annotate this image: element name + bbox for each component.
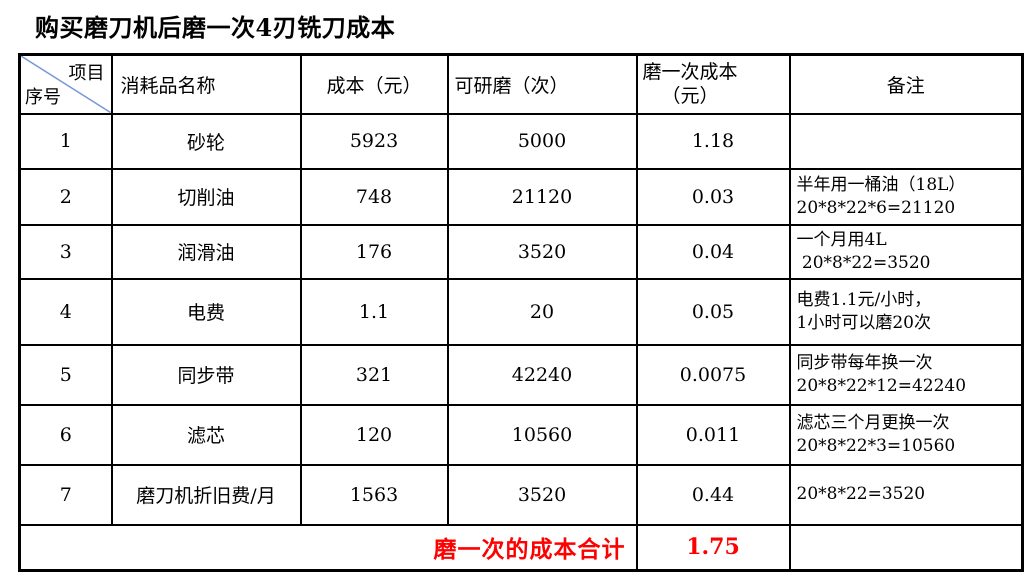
cell-name: 砂轮 [110, 112, 302, 170]
cell-no: 1 [18, 112, 113, 170]
cell-cost: 321 [299, 343, 449, 406]
table-row: 4 电费 1.1 20 0.05 电费1.1元/小时， 1小时可以磨20次 [18, 277, 1024, 346]
col-header-cost: 成本（元） [299, 53, 449, 115]
cell-times: 42240 [446, 343, 638, 406]
table-row: 1 砂轮 5923 5000 1.18 [18, 112, 1024, 170]
cell-times: 3520 [446, 463, 638, 526]
cell-cost: 1563 [299, 463, 449, 526]
cell-no: 5 [18, 343, 113, 406]
col-header-remark: 备注 [788, 53, 1024, 115]
diagonal-split-line [21, 56, 111, 113]
cell-cost: 1.1 [299, 277, 449, 346]
cell-per: 0.44 [635, 463, 791, 526]
cell-per: 0.011 [635, 403, 791, 466]
cell-name: 润滑油 [110, 223, 302, 280]
col-header-per-grind-line2: （元） [661, 85, 719, 108]
cell-remark: 电费1.1元/小时， 1小时可以磨20次 [788, 277, 1024, 346]
cell-per: 0.05 [635, 277, 791, 346]
header-row: 项目 序号 消耗品名称 成本（元） 可研磨（次） 磨一次成本 （元） 备注 [18, 53, 1024, 115]
cell-per: 0.0075 [635, 343, 791, 406]
cell-per: 1.18 [635, 112, 791, 170]
cell-cost: 120 [299, 403, 449, 466]
page-title: 购买磨刀机后磨一次4刃铣刀成本 [35, 13, 396, 42]
total-remark-cell [788, 523, 1024, 572]
cell-no: 7 [18, 463, 113, 526]
cell-name: 切削油 [110, 167, 302, 226]
cell-cost: 5923 [299, 112, 449, 170]
cell-name: 滤芯 [110, 403, 302, 466]
cell-name: 磨刀机折旧费/月 [110, 463, 302, 526]
cell-times: 20 [446, 277, 638, 346]
cell-per: 0.03 [635, 167, 791, 226]
col-header-name: 消耗品名称 [110, 53, 302, 115]
cell-remark: 一个月用4L 20*8*22=3520 [788, 223, 1024, 280]
cell-no: 6 [18, 403, 113, 466]
cell-remark [788, 112, 1024, 170]
cell-times: 10560 [446, 403, 638, 466]
col-header-times: 可研磨（次） [446, 53, 638, 115]
cell-name: 电费 [110, 277, 302, 346]
cell-cost: 748 [299, 167, 449, 226]
corner-label-no: 序号 [25, 86, 61, 108]
cell-no: 2 [18, 167, 113, 226]
cell-per: 0.04 [635, 223, 791, 280]
cell-times: 21120 [446, 167, 638, 226]
cost-table: 项目 序号 消耗品名称 成本（元） 可研磨（次） 磨一次成本 （元） 备注 1 … [18, 53, 1024, 572]
table-row: 3 润滑油 176 3520 0.04 一个月用4L 20*8*22=3520 [18, 223, 1024, 280]
cell-remark: 同步带每年换一次 20*8*22*12=42240 [788, 343, 1024, 406]
cell-no: 4 [18, 277, 113, 346]
cell-no: 3 [18, 223, 113, 280]
table-row: 6 滤芯 120 10560 0.011 滤芯三个月更换一次 20*8*22*3… [18, 403, 1024, 466]
table-row: 7 磨刀机折旧费/月 1563 3520 0.44 20*8*22=3520 [18, 463, 1024, 526]
total-value: 1.75 [635, 523, 791, 572]
cell-remark: 滤芯三个月更换一次 20*8*22*3=10560 [788, 403, 1024, 466]
col-header-per-grind: 磨一次成本 （元） [635, 53, 791, 115]
table-row: 5 同步带 321 42240 0.0075 同步带每年换一次 20*8*22*… [18, 343, 1024, 406]
cell-remark: 半年用一桶油（18L） 20*8*22*6=21120 [788, 167, 1024, 226]
table-row: 2 切削油 748 21120 0.03 半年用一桶油（18L） 20*8*22… [18, 167, 1024, 226]
cell-cost: 176 [299, 223, 449, 280]
col-header-per-grind-line1: 磨一次成本 [642, 60, 738, 83]
corner-header-cell: 项目 序号 [18, 53, 113, 115]
cell-remark: 20*8*22=3520 [788, 463, 1024, 526]
corner-label-item: 项目 [68, 63, 105, 84]
total-label: 磨一次的成本合计 [18, 523, 638, 572]
cell-name: 同步带 [110, 343, 302, 406]
total-row: 磨一次的成本合计 1.75 [18, 523, 1024, 572]
cell-times: 5000 [446, 112, 638, 170]
cell-times: 3520 [446, 223, 638, 280]
